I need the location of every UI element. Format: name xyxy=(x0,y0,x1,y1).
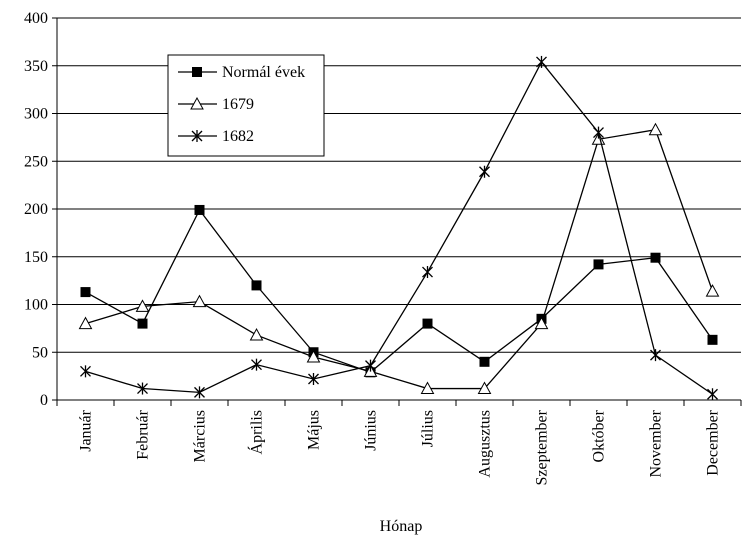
triangle-marker xyxy=(135,299,150,312)
x-tick-label: Június xyxy=(363,410,380,451)
star-marker xyxy=(80,365,91,378)
y-tick-label: 300 xyxy=(24,106,48,123)
legend-item: 1679 xyxy=(178,96,254,113)
legend-label: 1679 xyxy=(222,96,254,113)
triangle-marker xyxy=(306,349,321,363)
triangle-marker xyxy=(648,122,663,136)
y-tick-label: 0 xyxy=(40,392,48,409)
legend-label: Normál évek xyxy=(222,64,305,81)
x-tick-label: Szeptember xyxy=(534,409,551,485)
x-tick-label: December xyxy=(705,409,722,475)
square-marker xyxy=(251,280,262,291)
legend: Normál évek 1679 1682 xyxy=(167,54,325,157)
x-tick-label: Augusztus xyxy=(477,410,494,478)
triangle-marker xyxy=(78,316,93,330)
series-2 xyxy=(78,122,720,395)
square-marker xyxy=(593,259,604,270)
star-marker xyxy=(593,126,604,139)
star-marker xyxy=(365,359,376,372)
legend-item: 1682 xyxy=(178,128,254,145)
star-marker xyxy=(251,358,262,371)
triangle-marker xyxy=(477,381,492,395)
series-1 xyxy=(80,204,718,378)
legend-item: Normál évek xyxy=(178,64,305,81)
x-tick-label: Október xyxy=(591,409,608,462)
x-tick-label: Március xyxy=(192,410,209,462)
star-marker xyxy=(422,266,433,279)
x-tick-label: Január xyxy=(78,409,95,451)
x-tick-label: Február xyxy=(135,409,152,459)
x-tick-label: Május xyxy=(306,410,323,450)
y-tick-label: 350 xyxy=(24,58,48,75)
y-tick-label: 400 xyxy=(24,10,48,27)
triangle-marker xyxy=(591,132,606,145)
star-marker xyxy=(707,388,718,401)
triangle-marker xyxy=(534,316,549,330)
star-marker xyxy=(137,382,148,395)
y-tick-label: 100 xyxy=(24,297,48,314)
square-marker xyxy=(650,252,661,263)
square-marker xyxy=(422,318,433,329)
triangle-marker xyxy=(249,328,264,341)
square-marker xyxy=(137,318,148,329)
square-marker xyxy=(194,204,205,215)
y-tick-label: 250 xyxy=(24,153,48,170)
y-tick-label: 150 xyxy=(24,249,48,266)
y-tick-label: 50 xyxy=(32,344,48,361)
legend-label: 1682 xyxy=(222,128,254,145)
x-tick-label: Július xyxy=(420,410,437,447)
x-axis-ticks: Január Február Március Április Május Június Jú… xyxy=(56,400,742,486)
triangle-marker xyxy=(192,294,207,308)
star-marker xyxy=(650,349,661,362)
star-marker xyxy=(479,165,490,178)
series-line xyxy=(85,60,713,395)
square-marker xyxy=(80,287,91,298)
y-axis-ticks: 0 50 100 150 200 250 300 350 400 xyxy=(24,10,57,409)
y-tick-label: 200 xyxy=(24,201,48,218)
series-line xyxy=(85,208,714,374)
star-marker xyxy=(191,130,203,142)
x-axis-title: Hónap xyxy=(380,518,423,535)
x-tick-label: November xyxy=(648,409,665,477)
triangle-marker xyxy=(420,381,435,395)
star-marker xyxy=(536,55,547,68)
series-line xyxy=(85,129,714,390)
square-marker xyxy=(192,67,202,77)
star-marker xyxy=(194,386,205,399)
x-tick-label: Április xyxy=(247,410,266,454)
star-marker xyxy=(308,372,319,385)
triangle-marker xyxy=(705,284,720,297)
triangle-marker xyxy=(190,96,204,110)
series-3 xyxy=(80,55,718,401)
square-marker xyxy=(479,356,490,367)
square-marker xyxy=(707,334,718,345)
gridlines xyxy=(57,17,741,353)
series-layer xyxy=(78,55,720,401)
